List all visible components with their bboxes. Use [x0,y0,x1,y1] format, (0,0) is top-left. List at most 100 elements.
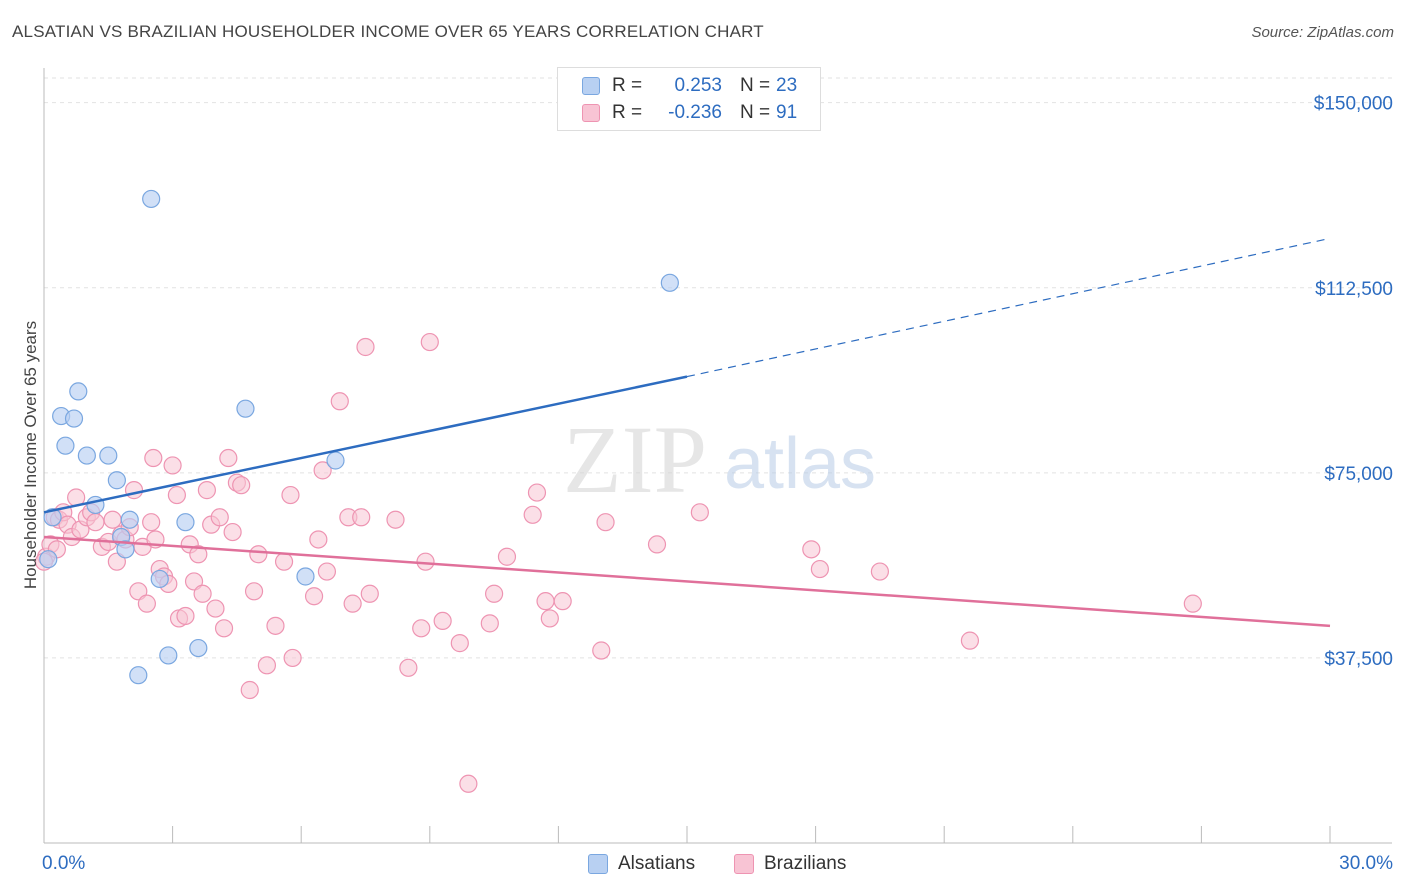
brazilian-point [281,485,300,505]
brazilian-point [412,619,431,638]
brazilian-point [163,456,182,475]
alsatian-point [176,513,195,532]
brazilian-point [356,337,375,357]
legend-n-value-brazilians: 91 [776,102,798,123]
brazilian-point [360,584,379,603]
alsatian-trend-extension [686,237,1331,378]
correlation-legend: R = 0.253 N = 23 R = -0.236 N = 91 [557,67,821,131]
brazilian-point [206,599,225,618]
brazilian-point [142,513,161,532]
alsatian-point [296,567,315,586]
brazilian-point [144,448,163,468]
legend-n-label: N = [740,102,771,123]
grid-lines [44,77,1392,659]
chart-title: ALSATIAN VS BRAZILIAN HOUSEHOLDER INCOME… [12,22,764,41]
brazilian-point [352,508,371,527]
alsatian-point [150,569,169,589]
brazilian-point [802,540,821,559]
brazilian-point [129,582,148,601]
brazilian-point [1183,594,1202,613]
brazilian-point [232,476,251,495]
brazilian-point [313,461,332,480]
brazilian-point [304,587,324,606]
brazilian-point [137,594,156,613]
brazilian-point [167,485,186,505]
brazilian-point [416,552,435,571]
brazilian-point [86,513,105,532]
brazilian-point [124,481,144,500]
brazilian-point [210,508,229,527]
brazilian-point [193,584,212,603]
alsatian-point [120,510,139,529]
brazilian-point [223,522,242,542]
x-tick-label-min: 0.0% [42,853,85,874]
brazilian-point [266,616,285,635]
alsatian-point [107,471,126,490]
alsatian-point [189,638,208,658]
alsatian-point [159,646,178,665]
brazilian-point [690,503,709,522]
brazilian-point [485,584,504,603]
brazilian-point [810,559,829,579]
tick-labels: $37,500 $75,000 $112,500 $150,000 0.0% 30.0% [42,94,1393,874]
legend-r-label: R = [612,102,643,123]
bottom-legend-brazilians: Brazilians [734,852,846,876]
y-tick-label: $75,000 [1324,464,1393,485]
y-tick-label: $112,500 [1315,279,1393,300]
legend-n-label: N = [740,75,771,96]
brazilian-point [219,448,238,468]
brazilian-point [244,582,264,601]
alsatian-point [236,399,255,418]
alsatian-point [326,451,345,470]
brazilian-point [176,606,195,626]
brazilian-point [399,658,418,677]
brazilian-point [527,483,547,502]
brazilian-point [536,592,555,611]
series-alsatians-points [39,189,679,685]
brazilian-point [214,619,234,638]
brazilian-point [433,611,452,631]
brazilian-point [197,481,216,500]
brazilian-point [249,545,268,564]
brazilian-point [592,641,611,660]
legend-row-alsatians: R = 0.253 N = 23 [582,73,797,99]
legend-r-value-alsatians: 0.253 [674,75,722,96]
bottom-legend-label-brazilians: Brazilians [764,853,847,874]
brazilian-point [420,332,439,352]
legend-swatch-alsatians [582,77,600,95]
alsatian-trend-line [43,375,688,514]
brazilian-point [960,631,980,650]
brazilian-point [257,656,277,675]
brazilian-point [240,680,259,700]
watermark-zip: ZIP [563,406,707,513]
x-tick-label-max: 30.0% [1339,853,1393,874]
y-tick-label: $37,500 [1324,649,1393,670]
alsatian-point [56,436,75,455]
bottom-legend-label-alsatians: Alsatians [618,853,696,874]
bottom-legend-swatch-brazilians [734,854,754,874]
brazilian-point [184,572,204,591]
brazilian-point [189,545,208,564]
brazilian-point [450,634,469,653]
brazilian-trend-line [43,535,1331,628]
brazilian-point [459,774,478,793]
brazilian-point [330,392,349,411]
brazilian-point [283,648,302,668]
alsatian-point [69,382,88,401]
brazilian-point [647,535,667,554]
watermark-atlas: atlas [724,424,876,504]
trend-lines [43,237,1331,628]
brazilian-point [480,614,499,633]
bottom-legend-swatch-alsatians [588,854,608,874]
alsatian-point [43,508,62,527]
bottom-legend-alsatians: Alsatians [588,852,695,876]
brazilian-point [497,547,517,566]
legend-row-brazilians: R = -0.236 N = 91 [582,100,797,126]
alsatian-point [116,540,135,559]
y-tick-label: $150,000 [1314,94,1393,115]
alsatian-point [64,409,84,428]
brazilian-point [343,594,362,613]
y-axis-label: Householder Income Over 65 years [21,320,40,590]
alsatian-point [39,550,58,569]
